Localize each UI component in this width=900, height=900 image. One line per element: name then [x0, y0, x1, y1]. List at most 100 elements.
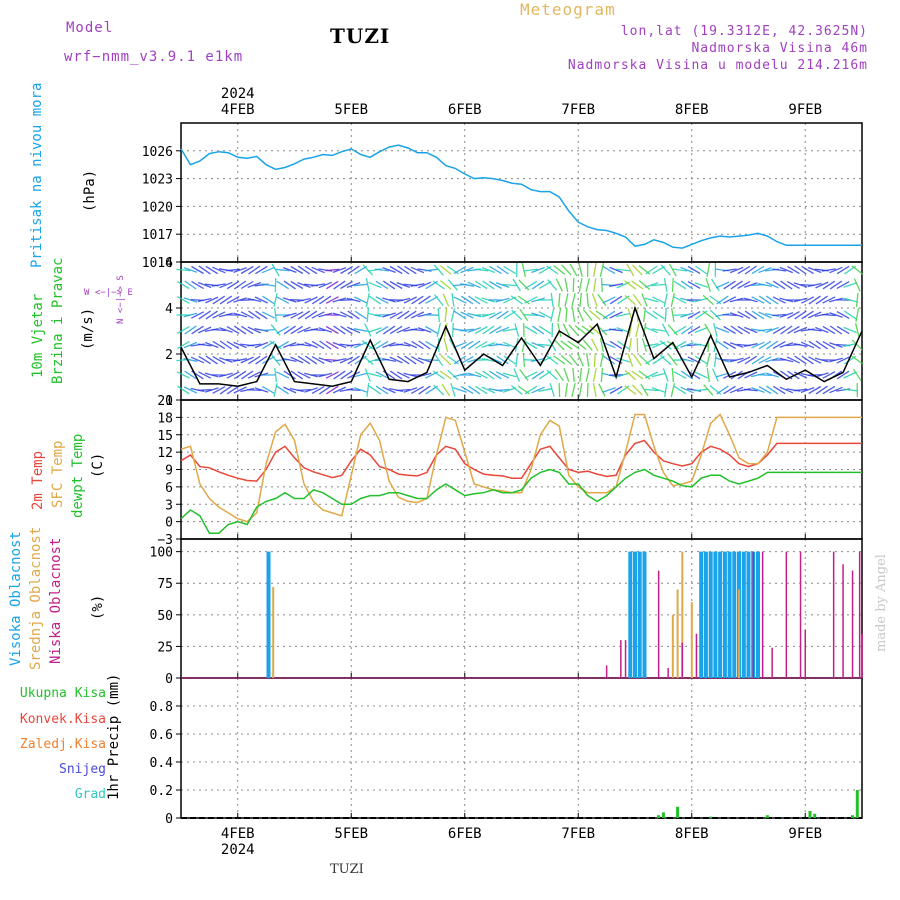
wind-arrow-638: [673, 385, 687, 395]
wind-arrow-123: [270, 354, 281, 366]
wind-arrow-643: [680, 325, 694, 335]
wind-arrow-34: [198, 371, 212, 379]
cloud-bar-2-6: [695, 633, 698, 678]
wind-arrow-861: [851, 355, 864, 365]
wind-arrow-602: [644, 388, 659, 392]
wind-arrow-599: [644, 343, 659, 347]
wind-arrow-205: [333, 370, 346, 380]
wind-arrow-661: [694, 326, 708, 334]
wind-arrow-234: [362, 264, 374, 276]
wind-arrow-624: [671, 307, 675, 323]
wind-arrow-13: [184, 325, 197, 335]
wind-arrow-452: [531, 297, 545, 303]
wind-arrow-156: [297, 310, 311, 320]
wind-arrow-734: [751, 341, 765, 349]
wind-arrow-8: [177, 385, 190, 395]
wind-arrow-686: [716, 295, 729, 305]
cloud-bar-2-11: [799, 551, 802, 678]
legend-total-rain: Ukupna Kisa: [19, 686, 106, 701]
wind-arrow-558: [616, 268, 631, 272]
cloud-bar-0-14: [741, 551, 746, 678]
wind-arrow-51: [212, 356, 226, 364]
wind-arrow-284: [396, 343, 411, 347]
wind-arrow-771: [779, 357, 794, 363]
cloud-bar-0-12: [732, 551, 737, 678]
wind-arrow-754: [765, 372, 779, 378]
wind-arrow-860: [851, 339, 863, 351]
wind-arrow-94: [247, 326, 261, 334]
wind-arrow-148: [290, 325, 304, 335]
pressure-frame: [180, 122, 863, 263]
wind-arrow-213: [339, 356, 354, 364]
wind-arrow-705: [729, 312, 744, 318]
bottom-day-label-4: 8FEB: [675, 826, 709, 842]
wind-arrow-800: [800, 386, 815, 394]
wind-arrow-742: [758, 328, 773, 332]
wind-arrow-182: [319, 295, 332, 305]
cloud-bar-0-3: [637, 551, 642, 678]
wind-arrow-378: [474, 268, 489, 272]
wind-arrow-456: [531, 357, 546, 363]
wind-arrow-605: [652, 296, 666, 304]
wind-arrow-726: [744, 355, 758, 365]
precip-bar-7: [851, 815, 854, 818]
wind-arrow-483: [553, 355, 566, 365]
temperature-ytick-label-0: −3: [157, 533, 173, 548]
wind-arrow-569: [624, 294, 636, 306]
wind-arrow-404: [488, 388, 503, 392]
wind-arrow-55: [219, 281, 233, 289]
wind-arrow-185: [319, 340, 332, 350]
wind-arrow-262: [382, 280, 396, 290]
wind-arrow-647: [680, 386, 694, 394]
wind-arrow-266: [382, 341, 396, 349]
wind-arrow-19: [191, 280, 204, 290]
wind-arrow-96: [248, 355, 261, 365]
wind-arrow-320: [425, 340, 439, 350]
wind-arrow-373: [467, 326, 482, 334]
wind-arrow-106: [254, 372, 269, 378]
wind-arrow-750: [765, 312, 780, 318]
wind-arrow-87: [240, 356, 254, 364]
wind-arrow-764: [772, 385, 786, 395]
wind-arrow-26: [190, 387, 205, 393]
wind-arrow-668: [702, 294, 714, 306]
wind-arrow-28: [197, 281, 212, 289]
wind-arrow-614: [663, 293, 668, 307]
wind-arrow-432: [521, 263, 527, 277]
wind-arrow-854: [843, 388, 858, 392]
wind-arrow-9: [183, 267, 198, 273]
wind-arrow-449: [524, 385, 538, 395]
wind-arrow-445: [524, 325, 538, 335]
wind-arrow-724: [744, 326, 758, 334]
wind_speed-series-0: [180, 305, 863, 387]
wind-arrow-431: [510, 385, 523, 395]
precip_1hr-ytick-label-4: 0.8: [150, 700, 173, 715]
wind-arrow-454: [531, 325, 545, 335]
legend-graupel: Grad: [74, 787, 106, 802]
wind-arrow-521: [586, 382, 589, 398]
wind-arrow-543: [602, 310, 616, 320]
wind-arrow-364: [460, 328, 475, 332]
wind-arrow-632: [673, 296, 687, 304]
wind-arrow-267: [382, 357, 397, 363]
wind-arrow-496: [572, 277, 575, 293]
wind-arrow-196: [325, 371, 339, 379]
wind-arrow-199: [333, 280, 346, 290]
wind-arrow-564: [616, 357, 631, 363]
wind-arrow-563: [617, 340, 630, 350]
wind-arrow-256: [375, 325, 389, 335]
wind-arrow-698: [723, 340, 737, 350]
wind-arrow-181: [318, 281, 332, 289]
wind-arrow-801: [807, 266, 822, 274]
wind-arrow-30: [198, 310, 211, 320]
wind-arrow-162: [304, 265, 318, 275]
wind-arrow-463: [538, 325, 552, 335]
wind-arrow-833: [829, 342, 843, 348]
wind-arrow-38: [205, 296, 219, 304]
wind-arrow-639: [680, 266, 694, 274]
wind-arrow-582: [632, 353, 642, 367]
bottom-day-label-2: 6FEB: [448, 826, 482, 842]
wind-arrow-187: [318, 372, 333, 378]
wind-arrow-253: [375, 280, 389, 290]
wind-arrow-538: [600, 367, 604, 383]
